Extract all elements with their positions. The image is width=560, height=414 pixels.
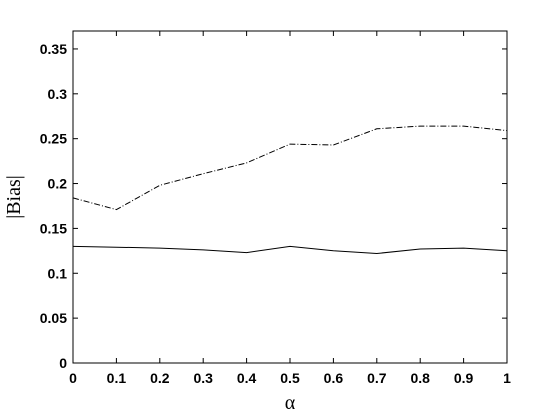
x-tick-label: 0.9 — [454, 370, 474, 386]
y-tick-label: 0.1 — [48, 265, 68, 281]
series-line-2 — [72, 245, 508, 255]
x-tick-label: 0.6 — [324, 370, 344, 386]
y-tick-label: 0.25 — [40, 131, 67, 147]
x-tick-label: 0.7 — [367, 370, 387, 386]
x-axis-title: α — [285, 392, 296, 414]
x-tick-label: 0.3 — [193, 370, 213, 386]
y-axis-title: |Bias| — [3, 175, 25, 219]
x-tick-label: 0.8 — [410, 370, 430, 386]
y-tick-label: 0.3 — [48, 86, 68, 102]
x-tick-label: 1 — [503, 370, 511, 386]
y-tick-label: 0 — [59, 355, 67, 371]
x-tick-label: 0.2 — [150, 370, 170, 386]
y-tick-label: 0.2 — [48, 176, 68, 192]
series-group — [72, 125, 508, 255]
series-line-1 — [72, 125, 508, 211]
y-tick-label: 0.35 — [40, 41, 67, 57]
y-tick-label: 0.15 — [40, 220, 67, 236]
tick-group: 0 0.1 0.2 0.3 0.4 0.5 0.6 0.7 0.8 0.9 1 0 0.05 0.1 0.1… — [40, 31, 511, 386]
x-tick-label: 0.4 — [237, 370, 257, 386]
x-tick-label: 0.5 — [280, 370, 300, 386]
x-tick-label: 0.1 — [107, 370, 127, 386]
plot-frame — [72, 30, 508, 364]
y-tick-label: 0.05 — [40, 310, 67, 326]
x-tick-label: 0 — [69, 370, 77, 386]
